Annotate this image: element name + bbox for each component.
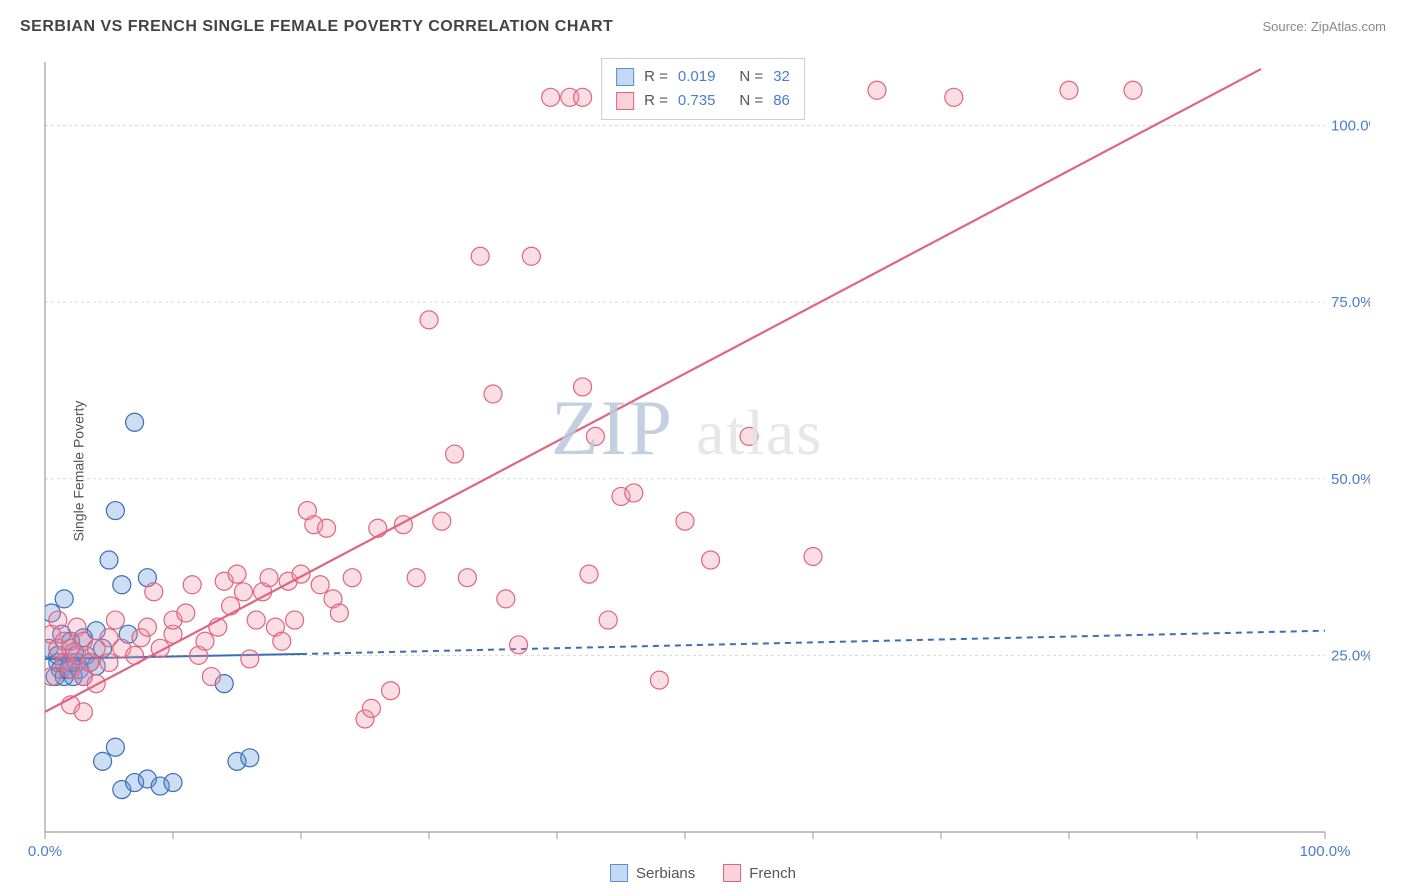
- y-tick-label: 25.0%: [1331, 647, 1370, 664]
- legend-swatch: [616, 68, 634, 86]
- data-point: [318, 519, 336, 537]
- r-label: R =: [644, 65, 668, 89]
- data-point: [676, 512, 694, 530]
- r-label: R =: [644, 89, 668, 113]
- y-tick-label: 75.0%: [1331, 294, 1370, 311]
- data-point: [260, 569, 278, 587]
- data-point: [433, 512, 451, 530]
- data-point: [202, 668, 220, 686]
- data-point: [407, 569, 425, 587]
- data-point: [446, 445, 464, 463]
- data-point: [580, 565, 598, 583]
- trend-line: [45, 69, 1261, 712]
- data-point: [145, 583, 163, 601]
- data-point: [228, 565, 246, 583]
- legend-label: Serbians: [636, 865, 695, 882]
- data-point: [100, 653, 118, 671]
- data-point: [177, 604, 195, 622]
- y-axis-label: Single Female Poverty: [70, 401, 86, 542]
- data-point: [49, 611, 67, 629]
- data-point: [106, 738, 124, 756]
- data-point: [106, 611, 124, 629]
- data-point: [138, 618, 156, 636]
- data-point: [740, 427, 758, 445]
- data-point: [586, 427, 604, 445]
- chart-source: Source: ZipAtlas.com: [1262, 19, 1386, 34]
- data-point: [222, 597, 240, 615]
- legend-swatch: [616, 92, 634, 110]
- data-point: [522, 247, 540, 265]
- data-point: [241, 650, 259, 668]
- data-point: [1060, 81, 1078, 99]
- scatter-chart: 25.0% 50.0% 75.0% 100.0% 0.0% 100.0%: [0, 50, 1370, 880]
- data-point: [471, 247, 489, 265]
- data-point: [369, 519, 387, 537]
- n-label: N =: [739, 89, 763, 113]
- data-point: [1124, 81, 1142, 99]
- data-point: [196, 632, 214, 650]
- data-point: [42, 668, 60, 686]
- legend-item: Serbians: [610, 864, 695, 882]
- stats-row: R = 0.735 N = 86: [616, 89, 790, 113]
- data-point: [234, 583, 252, 601]
- chart-title: SERBIAN VS FRENCH SINGLE FEMALE POVERTY …: [20, 18, 613, 36]
- data-point: [311, 576, 329, 594]
- data-point: [382, 682, 400, 700]
- x-tick-label: 0.0%: [28, 843, 62, 860]
- correlation-stats-box: R = 0.019 N = 32 R = 0.735 N = 86: [601, 58, 805, 120]
- data-point: [106, 502, 124, 520]
- y-tick-label: 50.0%: [1331, 471, 1370, 488]
- data-point: [625, 484, 643, 502]
- data-point: [804, 547, 822, 565]
- data-point: [484, 385, 502, 403]
- data-point: [273, 632, 291, 650]
- data-point: [650, 671, 668, 689]
- data-point: [164, 774, 182, 792]
- legend-swatch: [723, 864, 741, 882]
- r-value: 0.735: [678, 89, 716, 113]
- r-value: 0.019: [678, 65, 716, 89]
- data-point: [868, 81, 886, 99]
- data-point: [100, 551, 118, 569]
- chart-header: SERBIAN VS FRENCH SINGLE FEMALE POVERTY …: [20, 18, 1386, 36]
- data-point: [183, 576, 201, 594]
- data-point: [343, 569, 361, 587]
- legend-item: French: [723, 864, 796, 882]
- data-point: [574, 88, 592, 106]
- data-point: [702, 551, 720, 569]
- data-point: [599, 611, 617, 629]
- data-point: [574, 378, 592, 396]
- data-point: [126, 413, 144, 431]
- data-point: [247, 611, 265, 629]
- data-point: [510, 636, 528, 654]
- plot-area: [40, 69, 1325, 799]
- data-point: [113, 576, 131, 594]
- legend-swatch: [610, 864, 628, 882]
- chart-container: Single Female Poverty 25.0% 50.0% 75.0% 100…: [0, 50, 1406, 892]
- data-point: [330, 604, 348, 622]
- data-point: [286, 611, 304, 629]
- data-point: [458, 569, 476, 587]
- data-point: [241, 749, 259, 767]
- data-point: [362, 699, 380, 717]
- trend-line-dashed: [301, 631, 1325, 654]
- x-tick-label: 100.0%: [1300, 843, 1351, 860]
- y-tick-label: 100.0%: [1331, 118, 1370, 135]
- legend-label: French: [749, 865, 796, 882]
- legend: Serbians French: [610, 864, 796, 882]
- data-point: [542, 88, 560, 106]
- stats-row: R = 0.019 N = 32: [616, 65, 790, 89]
- n-label: N =: [739, 65, 763, 89]
- data-point: [94, 752, 112, 770]
- data-point: [55, 590, 73, 608]
- data-point: [420, 311, 438, 329]
- n-value: 32: [773, 65, 790, 89]
- n-value: 86: [773, 89, 790, 113]
- data-point: [945, 88, 963, 106]
- data-point: [74, 703, 92, 721]
- data-point: [497, 590, 515, 608]
